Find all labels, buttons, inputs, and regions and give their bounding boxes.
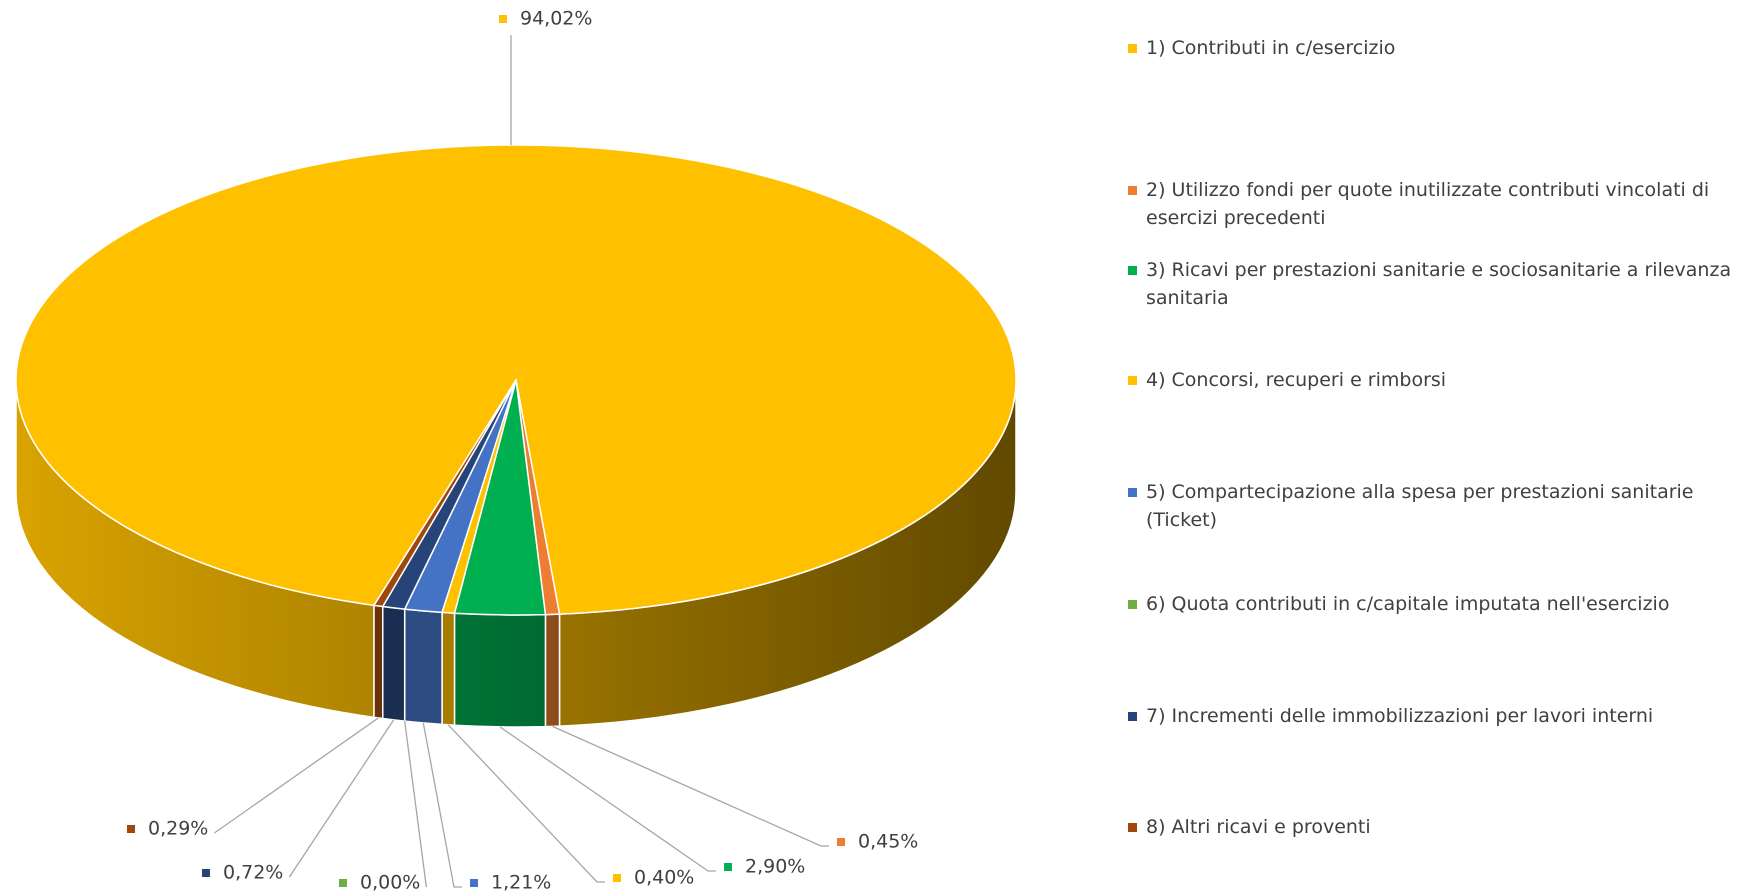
label-marker [724, 863, 732, 871]
data-label: 0,00% [360, 872, 420, 894]
data-label: 0,72% [223, 862, 283, 884]
legend-item: 6) Quota contributi in c/capitale imputa… [1120, 590, 1744, 618]
legend-swatch [1128, 712, 1137, 721]
legend-label: 1) Contributi in c/esercizio [1146, 37, 1396, 59]
legend-label: 8) Altri ricavi e proventi [1146, 816, 1371, 838]
label-marker [613, 874, 621, 882]
legend-item: 4) Concorsi, recuperi e rimborsi [1120, 366, 1744, 394]
legend-swatch [1128, 600, 1137, 609]
data-label: 2,90% [745, 856, 805, 878]
label-marker [127, 825, 135, 833]
label-marker [837, 838, 845, 846]
leader-line [499, 726, 716, 872]
legend-label: 4) Concorsi, recuperi e rimborsi [1146, 369, 1447, 391]
legend-item: 8) Altri ricavi e proventi [1120, 813, 1744, 841]
legend-swatch [1128, 823, 1137, 832]
leader-line [447, 724, 605, 883]
pie-wall [441, 611, 456, 727]
label-marker [339, 879, 347, 887]
data-label: 1,21% [491, 872, 551, 894]
legend-item: 1) Contributi in c/esercizio [1120, 34, 1744, 62]
legend-label: 7) Incrementi delle immobilizzazioni per… [1146, 705, 1654, 727]
pie-wall [373, 604, 384, 720]
pie-wall [544, 613, 561, 728]
legend-swatch [1128, 488, 1137, 497]
legend-swatch [1128, 266, 1137, 275]
legend-item: 2) Utilizzo fondi per quote inutilizzate… [1120, 176, 1744, 232]
legend-swatch [1128, 376, 1137, 385]
legend-item: 5) Compartecipazione alla spesa per pres… [1120, 478, 1744, 534]
label-marker [499, 15, 507, 23]
legend-item: 3) Ricavi per prestazioni sanitarie e so… [1120, 256, 1744, 312]
pie-wall [382, 605, 406, 722]
pie-slice [372, 379, 517, 608]
legend-label: 2) Utilizzo fondi per quote inutilizzate… [1146, 179, 1710, 229]
data-label: 0,40% [634, 867, 694, 889]
data-label: 0,29% [148, 818, 208, 840]
leader-line [288, 719, 395, 878]
legend-item: 7) Incrementi delle immobilizzazioni per… [1120, 702, 1744, 730]
leader-line [213, 717, 379, 834]
legend-label: 5) Compartecipazione alla spesa per pres… [1146, 481, 1694, 531]
legend-label: 3) Ricavi per prestazioni sanitarie e so… [1146, 259, 1732, 309]
leader-line [552, 725, 829, 847]
pie-slice [15, 144, 1017, 615]
legend-label: 6) Quota contributi in c/capitale imputa… [1146, 593, 1670, 615]
label-marker [470, 879, 478, 887]
leader-line [404, 721, 428, 888]
leader-line [422, 722, 462, 888]
pie-wall [453, 612, 547, 728]
legend-swatch [1128, 44, 1137, 53]
label-marker [202, 869, 210, 877]
legend-swatch [1128, 186, 1137, 195]
data-label: 94,02% [520, 8, 592, 30]
pie-wall [403, 608, 443, 726]
data-label: 0,45% [858, 831, 918, 853]
